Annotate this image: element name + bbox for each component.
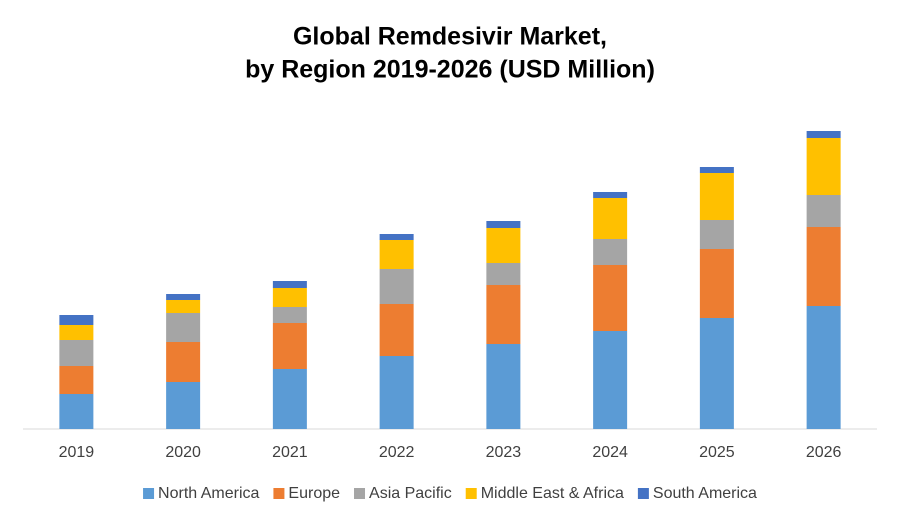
bar-segment: [486, 285, 521, 344]
chart-title: by Region 2019-2026 (USD Million): [245, 56, 655, 84]
bar-segment: [699, 220, 734, 249]
bar-segment: [806, 195, 841, 227]
bar-segment: [486, 228, 521, 263]
bar-segment: [806, 131, 841, 138]
bar-segment: [272, 323, 307, 369]
bar-segment: [699, 167, 734, 173]
bar-segment: [593, 265, 628, 331]
x-tick-label: 2022: [379, 444, 415, 461]
bar-segment: [593, 331, 628, 429]
legend-swatch: [273, 488, 285, 499]
bar-segment: [166, 294, 201, 300]
bar-segment: [379, 234, 414, 240]
x-tick-label: 2023: [486, 444, 522, 461]
bar-segment: [486, 263, 521, 285]
bar-segment: [806, 227, 841, 306]
bar-segment: [699, 249, 734, 318]
legend-swatch: [143, 488, 155, 499]
bar-segment: [699, 318, 734, 429]
x-tick-label: 2021: [272, 444, 308, 461]
x-tick-label: 2026: [806, 444, 842, 461]
x-tick-label: 2024: [592, 444, 628, 461]
chart-title: Global Remdesivir Market,: [293, 23, 607, 51]
bar-segment: [166, 382, 201, 429]
bar-segment: [379, 269, 414, 304]
legend-label: Europe: [288, 485, 340, 502]
bar-segment: [59, 340, 94, 366]
bar-segment: [593, 239, 628, 265]
bar-segment: [59, 325, 94, 340]
bar-segment: [486, 344, 521, 429]
legend-swatch: [354, 488, 366, 499]
bar-segment: [486, 221, 521, 228]
x-tick-label: 2020: [165, 444, 201, 461]
legend-label: Asia Pacific: [369, 485, 452, 502]
bar-segment: [593, 192, 628, 198]
bar-segment: [272, 369, 307, 429]
legend-label: North America: [158, 485, 259, 502]
bar-segment: [379, 304, 414, 356]
bar-segment: [166, 300, 201, 313]
bar-segment: [166, 342, 201, 382]
bar-segment: [806, 306, 841, 429]
x-tick-label: 2025: [699, 444, 735, 461]
bar-segment: [166, 313, 201, 342]
bar-segment: [272, 288, 307, 307]
bar-segment: [379, 240, 414, 269]
legend-swatch: [637, 488, 649, 499]
legend-label: Middle East & Africa: [481, 485, 624, 502]
legend-swatch: [465, 488, 477, 499]
x-tick-label: 2019: [59, 444, 95, 461]
bar-segment: [272, 307, 307, 323]
legend: North America Europe Asia Pacific Middle Ea…: [143, 485, 757, 502]
bar-segment: [379, 356, 414, 429]
legend-label: South America: [653, 485, 757, 502]
bar-segment: [806, 138, 841, 195]
bar-segment: [593, 198, 628, 239]
bar-segment: [59, 366, 94, 394]
bar-segment: [272, 281, 307, 288]
bar-segment: [59, 394, 94, 429]
bar-segment: [699, 173, 734, 220]
bar-segment: [59, 315, 94, 325]
